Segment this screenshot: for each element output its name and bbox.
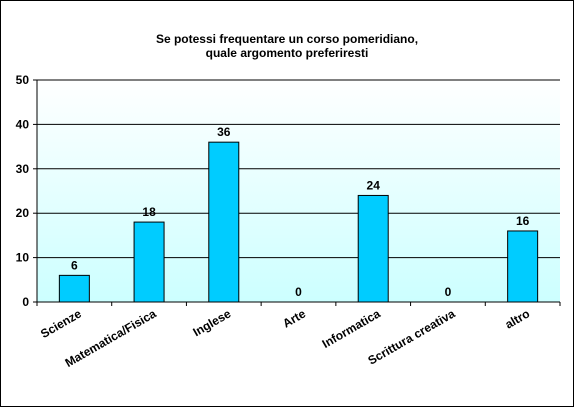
data-label: 36 bbox=[217, 125, 231, 139]
plot-area bbox=[37, 80, 560, 302]
data-label: 6 bbox=[71, 258, 78, 272]
x-tick-label: Inglese bbox=[190, 306, 233, 339]
x-tick-label: Scienze bbox=[38, 306, 84, 341]
y-tick-label: 0 bbox=[22, 295, 29, 309]
bar bbox=[133, 221, 165, 303]
x-tick-label: altro bbox=[503, 306, 533, 331]
chart-title-line-2: quale argomento preferiresti bbox=[205, 46, 369, 60]
data-label: 0 bbox=[445, 285, 452, 299]
y-tick-label: 40 bbox=[16, 117, 30, 131]
y-tick-labels: 0 10 20 30 40 50 bbox=[16, 73, 30, 309]
data-label: 24 bbox=[367, 178, 381, 192]
x-tick-label: Informatica bbox=[320, 306, 383, 351]
gridlines bbox=[33, 79, 560, 303]
data-label: 0 bbox=[295, 285, 302, 299]
y-tick-label: 10 bbox=[16, 251, 30, 265]
chart-title-line-1: Se potessi frequentare un corso pomeridi… bbox=[155, 32, 419, 46]
value-labels: 6 18 36 0 24 0 16 bbox=[71, 125, 530, 299]
x-tick-label: Arte bbox=[280, 306, 308, 330]
data-label: 16 bbox=[516, 214, 530, 228]
axes bbox=[36, 80, 561, 306]
y-tick-label: 20 bbox=[16, 206, 30, 220]
data-label: 18 bbox=[142, 205, 156, 219]
y-tick-label: 50 bbox=[16, 73, 30, 87]
bar bbox=[357, 194, 389, 303]
bar bbox=[208, 141, 240, 303]
bar bbox=[58, 274, 90, 303]
bar bbox=[507, 230, 539, 303]
y-tick-label: 30 bbox=[16, 162, 30, 176]
